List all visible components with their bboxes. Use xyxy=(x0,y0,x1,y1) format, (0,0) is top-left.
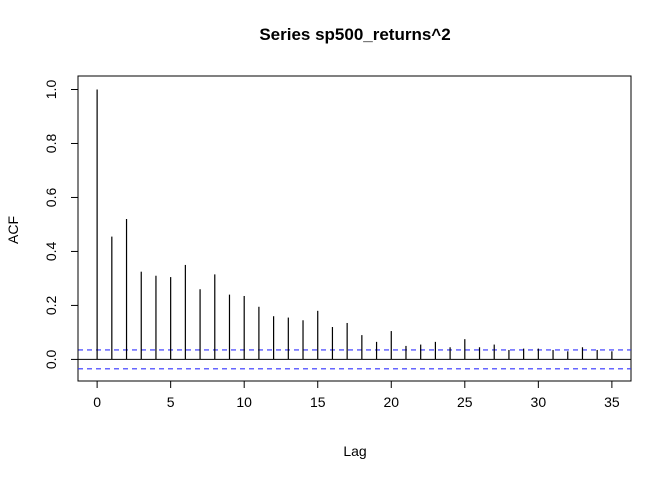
x-tick-label: 15 xyxy=(310,394,326,410)
y-axis-label: ACF xyxy=(5,216,21,244)
x-axis-label: Lag xyxy=(343,443,366,459)
x-tick-label: 20 xyxy=(383,394,399,410)
y-tick-label: 0.4 xyxy=(43,242,59,262)
plot-frame xyxy=(77,75,632,382)
y-tick-label: 0.6 xyxy=(43,188,59,208)
x-tick-label: 35 xyxy=(604,394,620,410)
x-tick-label: 10 xyxy=(236,394,252,410)
y-tick-label: 1.0 xyxy=(43,80,59,100)
x-tick-label: 30 xyxy=(531,394,547,410)
y-tick-label: 0.0 xyxy=(43,349,59,369)
x-tick-label: 0 xyxy=(93,394,101,410)
chart-title: Series sp500_returns^2 xyxy=(259,25,450,44)
y-tick-label: 0.8 xyxy=(43,134,59,154)
x-tick-label: 5 xyxy=(167,394,175,410)
y-tick-label: 0.2 xyxy=(43,295,59,315)
x-tick-label: 25 xyxy=(457,394,473,410)
